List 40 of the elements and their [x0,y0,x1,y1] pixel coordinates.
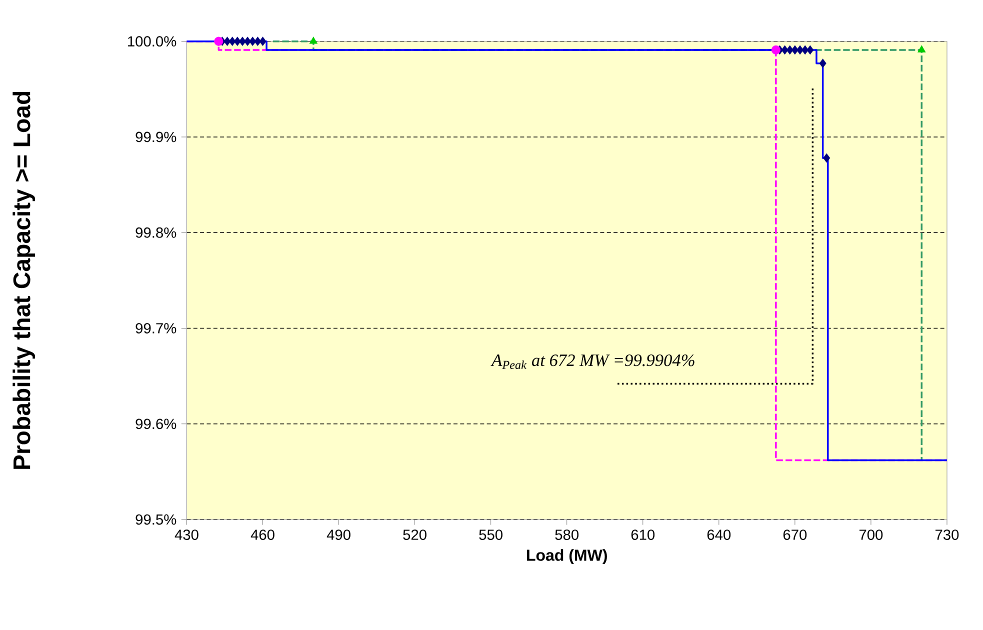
x-tick-label: 490 [326,530,350,540]
x-tick-label: 430 [174,530,198,540]
point [234,37,241,46]
x-tick-label: 670 [783,530,807,540]
point [224,37,231,46]
point [309,37,318,44]
x-tick-label: 460 [250,530,274,540]
point [802,46,809,55]
point [781,46,788,55]
point [823,154,830,163]
point [239,37,246,46]
annotation: A$_{Peak}$ at 672 MW =99.9904% [490,354,694,370]
x-axis-title: Load (MW) [527,549,607,564]
point [819,59,826,68]
y-tick-label: 99.9% [136,132,176,142]
point [259,37,266,46]
point [796,46,804,55]
x-tick-label: 610 [631,530,655,540]
y-tick-label: 99.8% [136,228,176,238]
y-tick-label: 99.6% [136,418,176,430]
point [249,37,256,46]
point [244,37,252,46]
x-tick-label: 520 [403,530,426,540]
point [254,37,262,46]
point [786,46,794,55]
point [228,37,236,46]
y-axis-title: Probability that Capacity >= Load [12,92,36,470]
x-tick-label: 730 [936,530,959,540]
point [214,37,224,46]
y-tick-label: 99.5% [136,514,176,525]
x-tick-label: 640 [707,530,731,540]
y-tick-label: 100.0% [128,36,176,47]
point [791,46,798,55]
point [771,46,780,55]
point [806,46,814,55]
x-tick-label: 700 [859,530,883,540]
x-tick-label: 550 [479,530,502,540]
point [918,46,926,53]
x-tick-label: 580 [555,530,579,540]
y-tick-label: 99.7% [136,323,176,334]
